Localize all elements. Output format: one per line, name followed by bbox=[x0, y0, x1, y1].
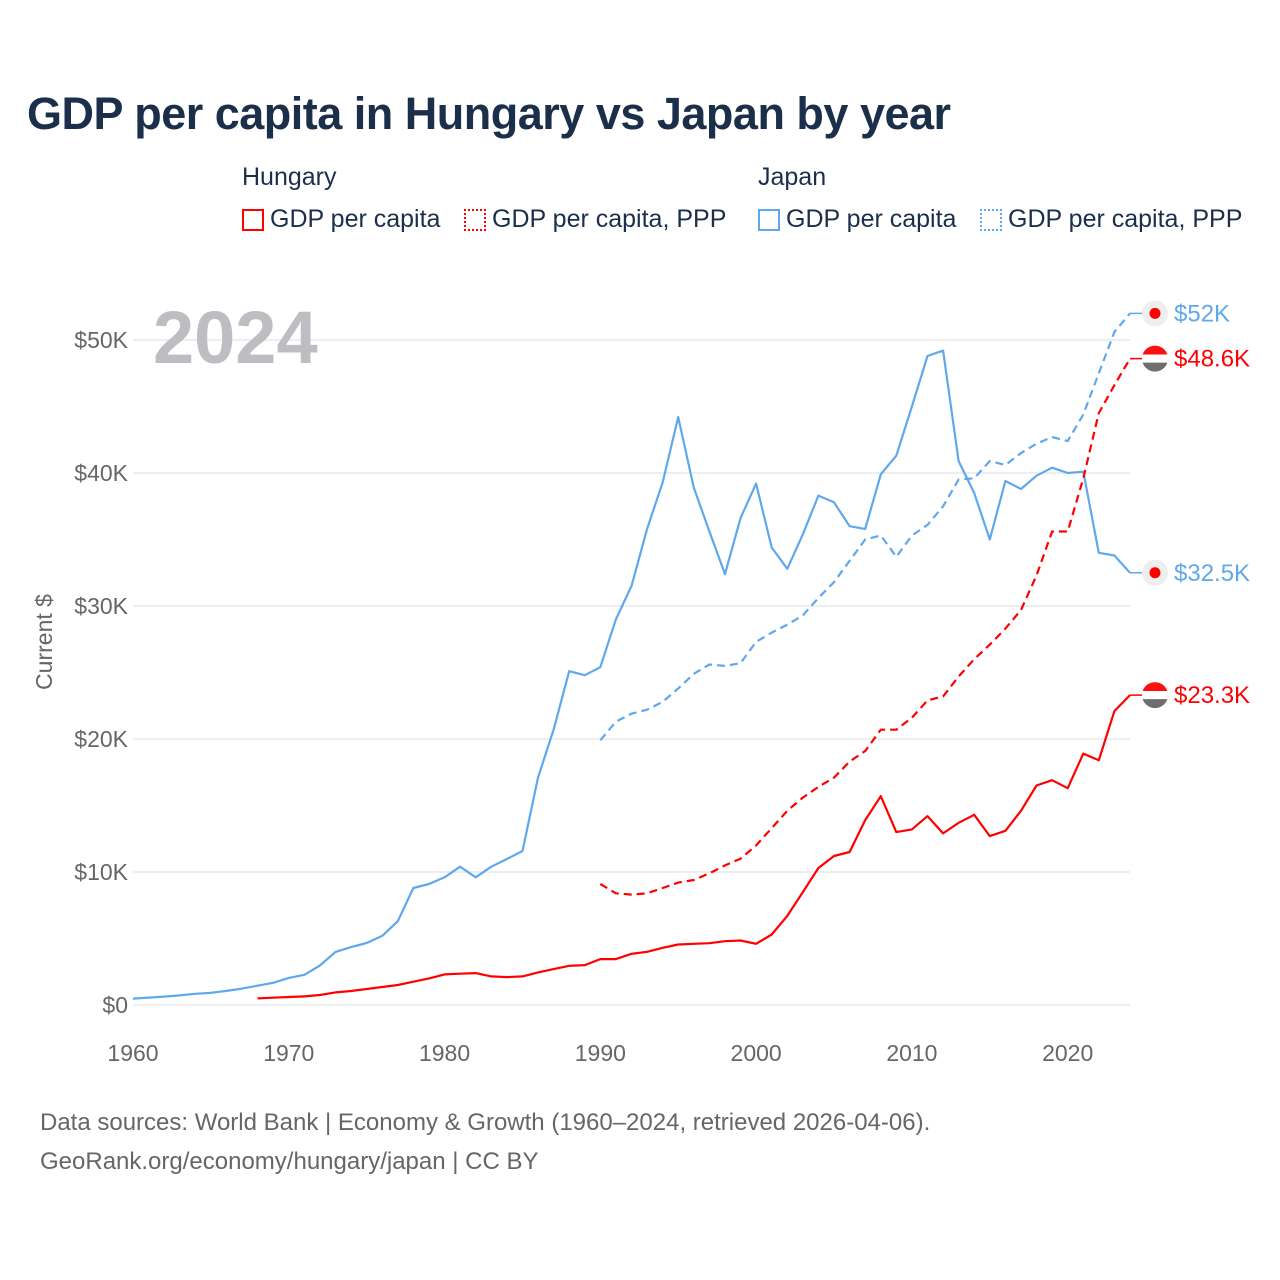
legend-swatch-dotted-red bbox=[464, 208, 486, 231]
footer-link[interactable]: GeoRank.org/economy/hungary/japan | CC B… bbox=[40, 1148, 539, 1175]
x-tick-label: 1960 bbox=[107, 1040, 158, 1066]
legend-label: GDP per capita, PPP bbox=[1008, 205, 1243, 233]
hungary-flag-stripes bbox=[1142, 682, 1168, 709]
x-tick-label: 2000 bbox=[731, 1040, 782, 1066]
x-tick-label: 1980 bbox=[419, 1040, 470, 1066]
legend-japan-ppp[interactable]: GDP per capita, PPP bbox=[980, 205, 1242, 234]
legend-group-japan: Japan bbox=[758, 163, 827, 191]
japan-flag-dot bbox=[1149, 567, 1161, 579]
legend-label: GDP per capita bbox=[270, 205, 441, 233]
legend-japan-gdp[interactable]: GDP per capita bbox=[758, 205, 956, 234]
y-tick-label: $0 bbox=[102, 992, 128, 1018]
y-tick-label: $30K bbox=[74, 593, 128, 619]
legend-group-hungary: Hungary bbox=[242, 163, 337, 191]
x-tick-label: 2020 bbox=[1042, 1040, 1093, 1066]
y-tick-label: $10K bbox=[74, 859, 128, 885]
japan-flag-dot bbox=[1149, 307, 1161, 319]
x-tick-label: 1990 bbox=[575, 1040, 626, 1066]
year-watermark: 2024 bbox=[153, 296, 318, 379]
x-tick-label: 1970 bbox=[263, 1040, 314, 1066]
legend-swatch-solid-blue bbox=[758, 208, 780, 231]
end-value-label: $52K bbox=[1174, 300, 1230, 327]
flag-stripe-white bbox=[1142, 691, 1168, 700]
flag-stripe-red bbox=[1142, 682, 1168, 692]
series-line-hungary-gdp-per-capita-ppp bbox=[599, 358, 1131, 896]
hungary-flag-icon bbox=[1142, 345, 1168, 372]
legend-label: GDP per capita bbox=[786, 205, 957, 233]
legend-swatch-solid-red bbox=[242, 208, 264, 231]
hungary-flag-icon bbox=[1142, 682, 1168, 709]
page-title: GDP per capita in Hungary vs Japan by ye… bbox=[27, 88, 951, 139]
end-value-label: $23.3K bbox=[1174, 682, 1250, 709]
flag-stripe-green bbox=[1142, 362, 1168, 372]
end-value-label: $32.5K bbox=[1174, 560, 1250, 587]
y-axis-label: Current $ bbox=[31, 594, 57, 690]
legend-swatch-dotted-blue bbox=[980, 208, 1002, 231]
flag-stripe-white bbox=[1142, 354, 1168, 363]
flag-stripe-red bbox=[1142, 345, 1168, 355]
hungary-flag-stripes bbox=[1142, 345, 1168, 372]
x-tick-label: 2010 bbox=[886, 1040, 937, 1066]
end-value-label: $48.6K bbox=[1174, 346, 1250, 373]
y-tick-label: $40K bbox=[74, 460, 128, 486]
legend-label: GDP per capita, PPP bbox=[492, 205, 727, 233]
series-line-hungary-gdp-per-capita bbox=[257, 694, 1131, 1000]
flag-stripe-green bbox=[1142, 699, 1168, 709]
legend-hungary-gdp[interactable]: GDP per capita bbox=[242, 205, 440, 234]
legend-hungary-ppp[interactable]: GDP per capita, PPP bbox=[464, 205, 726, 234]
series-line-japan-gdp-per-capita bbox=[132, 349, 1131, 1000]
y-tick-label: $20K bbox=[74, 726, 128, 752]
footer-sources: Data sources: World Bank | Economy & Gro… bbox=[40, 1109, 931, 1136]
y-tick-label: $50K bbox=[74, 327, 128, 353]
series-line-japan-gdp-per-capita-ppp bbox=[599, 312, 1131, 742]
